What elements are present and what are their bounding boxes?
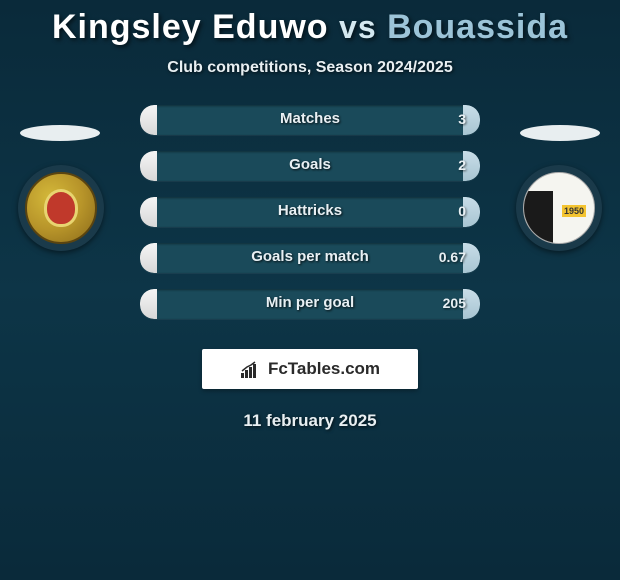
page-title: Kingsley Eduwo vs Bouassida [52,8,568,47]
stat-fill-left [140,289,157,319]
stat-row: Goals 2 [140,151,480,181]
stat-fill-left [140,197,157,227]
stat-value-right: 205 [443,295,466,311]
player1-avatar-placeholder [20,125,100,141]
stat-row: Matches 3 [140,105,480,135]
stat-value-right: 2 [458,157,466,173]
player1-club-badge [18,165,104,251]
chart-icon [240,361,262,379]
brand-text: FcTables.com [268,359,380,379]
stat-value-right: 0.67 [439,249,466,265]
stat-value-right: 3 [458,111,466,127]
esperance-badge-icon [25,172,97,244]
esm-badge-icon [523,172,595,244]
stat-label: Goals [289,156,331,173]
stat-value-right: 0 [458,203,466,219]
comparison-card: Kingsley Eduwo vs Bouassida Club competi… [0,0,620,431]
stat-label: Hattricks [278,202,342,219]
subtitle: Club competitions, Season 2024/2025 [167,59,452,77]
stat-row: Min per goal 205 [140,289,480,319]
player2-name: Bouassida [387,8,568,46]
comparison-date: 11 february 2025 [243,411,376,431]
stat-label: Goals per match [251,248,369,265]
brand-attribution[interactable]: FcTables.com [202,349,418,389]
stat-fill-left [140,243,157,273]
stat-row: Hattricks 0 [140,197,480,227]
stat-label: Min per goal [266,294,354,311]
stat-label: Matches [280,110,340,127]
stats-area: Matches 3 Goals 2 Hattricks 0 Goals per match 0… [0,105,620,335]
player1-name: Kingsley Eduwo [52,8,329,46]
stat-fill-left [140,151,157,181]
player2-club-badge [516,165,602,251]
stat-row: Goals per match 0.67 [140,243,480,273]
vs-label: vs [339,9,377,45]
stat-fill-left [140,105,157,135]
player2-avatar-placeholder [520,125,600,141]
